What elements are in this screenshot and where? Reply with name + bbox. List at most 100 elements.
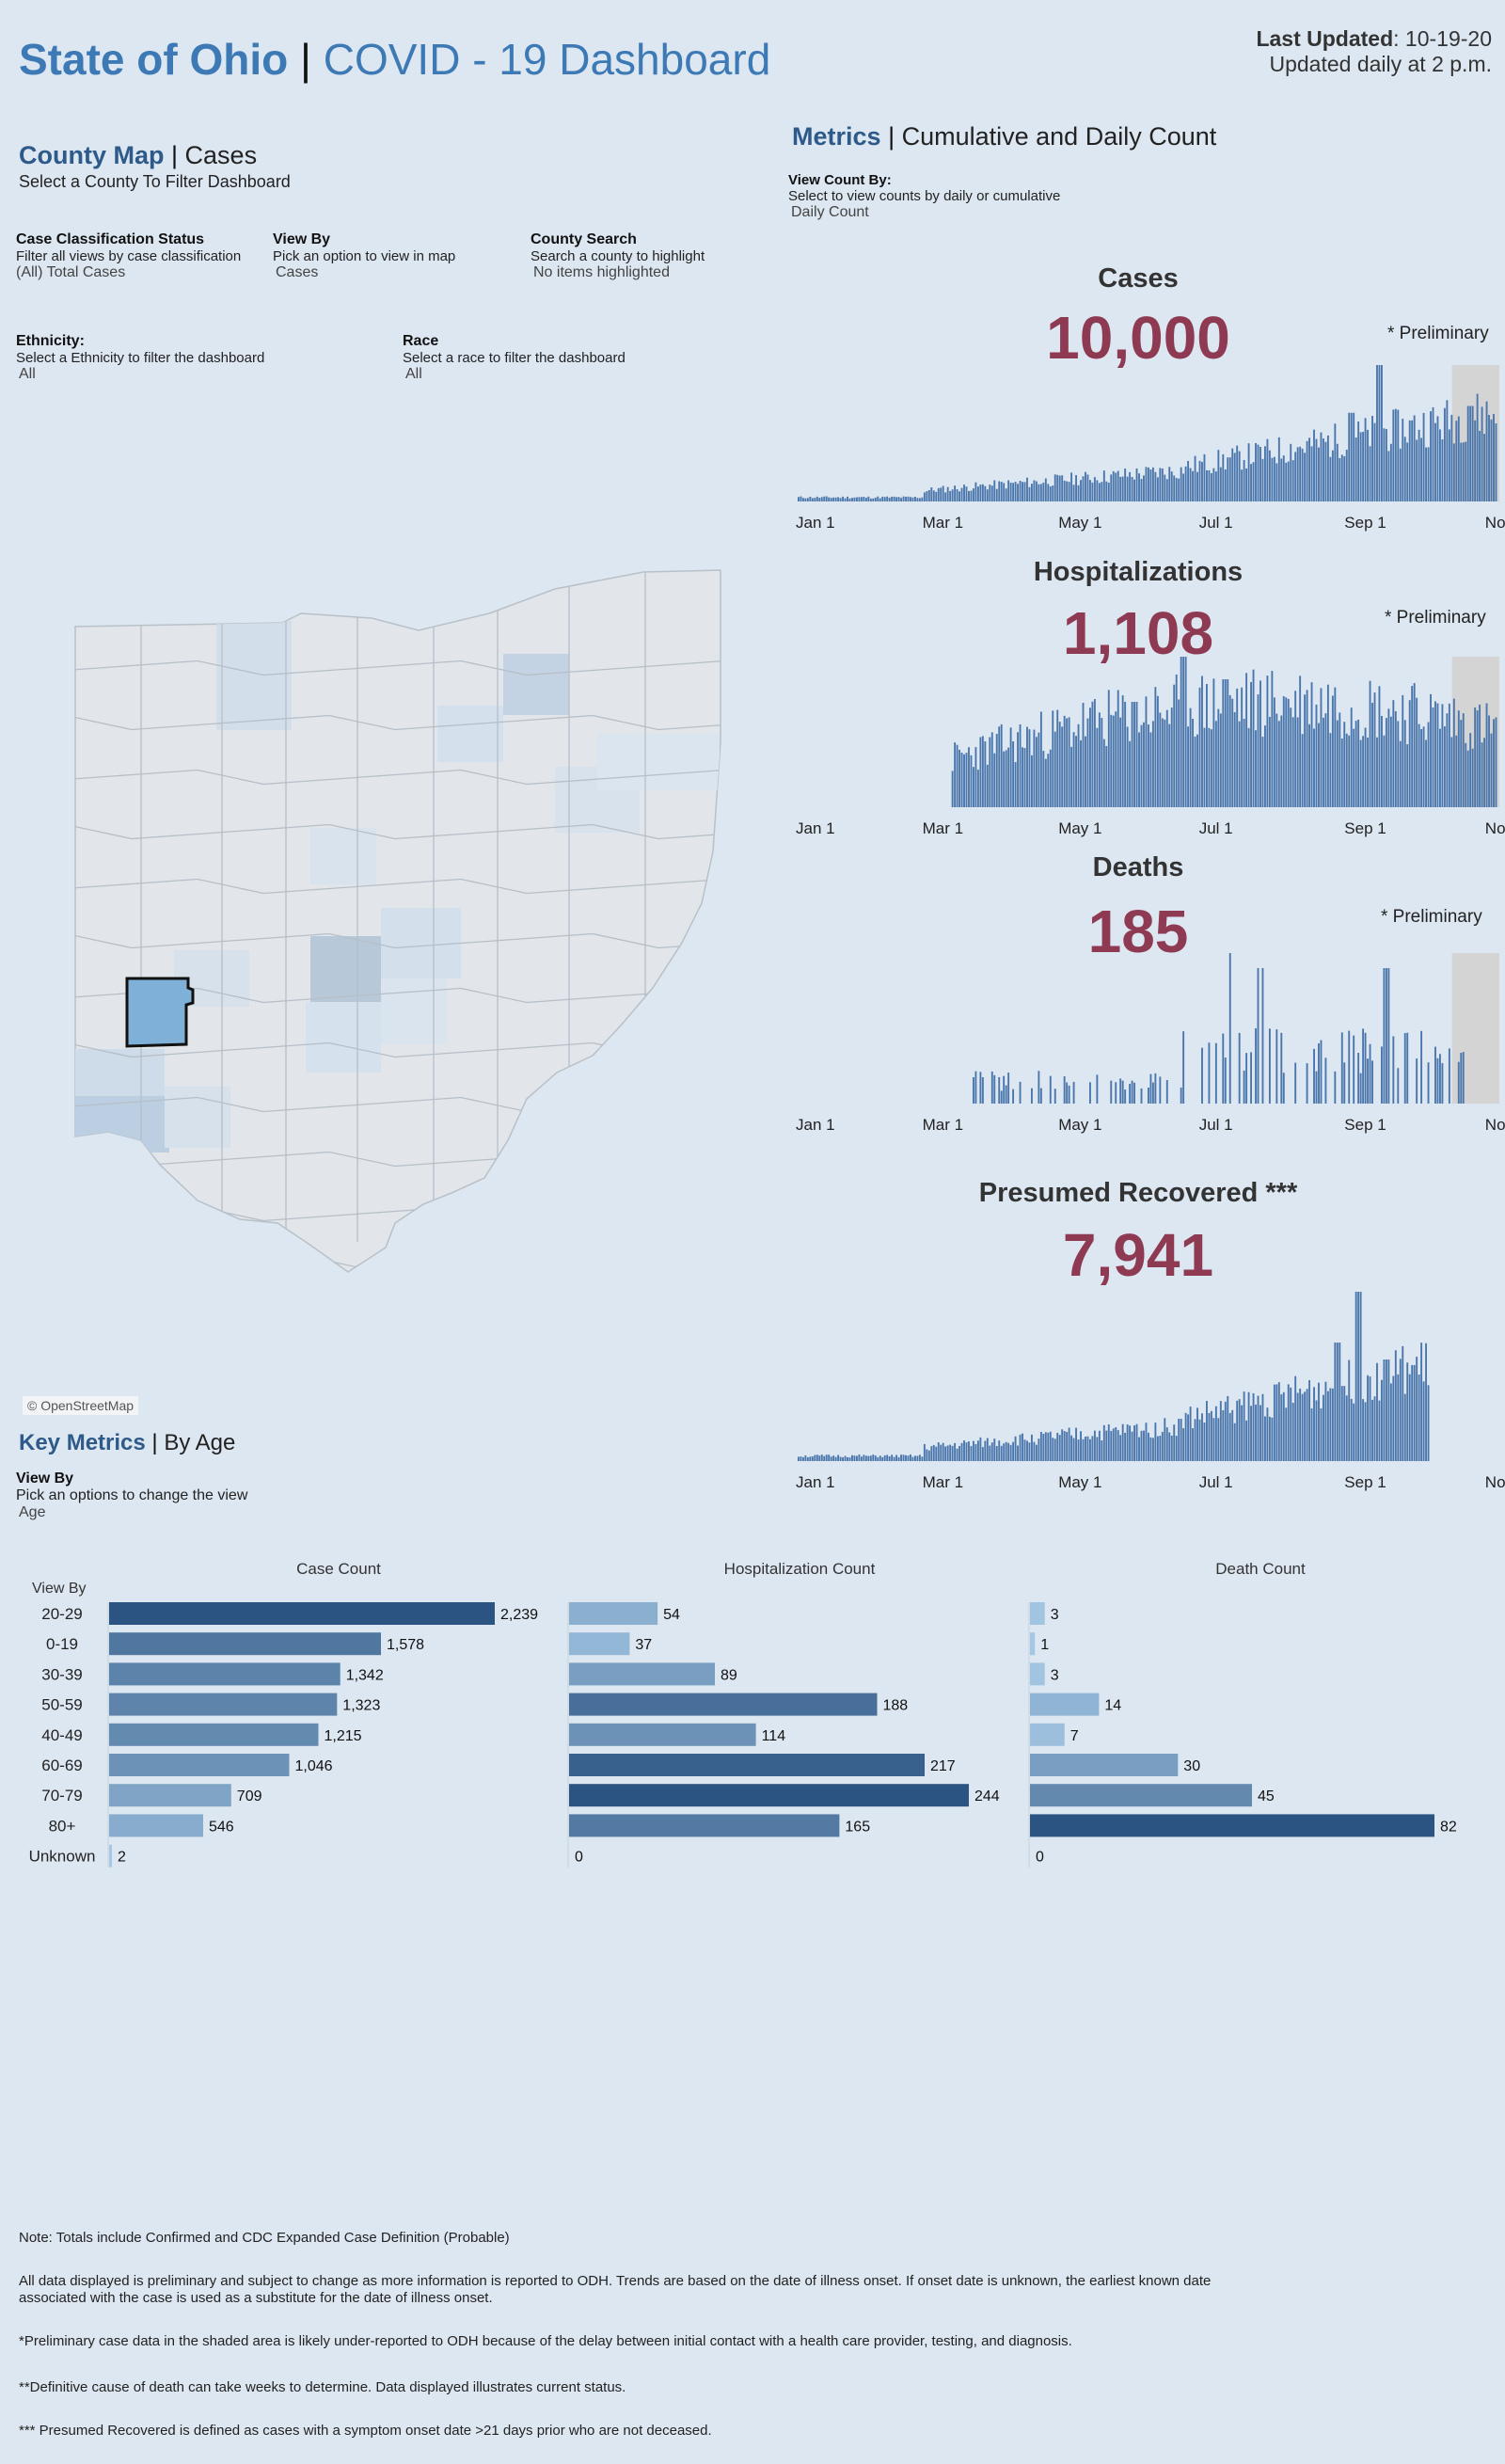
recovered-chart[interactable]: Jan 1 Mar 1 May 1 Jul 1 Sep 1 Nov 1 — [790, 1284, 1505, 1501]
filter-ethnicity[interactable]: Ethnicity: Select a Ethnicity to filter … — [16, 333, 264, 383]
daily-bar — [1339, 457, 1341, 501]
axis-month-label: May 1 — [1058, 1473, 1101, 1491]
selected-county[interactable] — [125, 977, 195, 1048]
age-bar[interactable] — [569, 1784, 969, 1807]
daily-bar — [937, 1442, 940, 1461]
age-bar[interactable] — [109, 1844, 112, 1868]
daily-bar — [984, 485, 987, 501]
age-bar[interactable] — [109, 1784, 231, 1807]
filter-value[interactable]: (All) Total Cases — [16, 264, 126, 280]
view-count-value[interactable]: Daily Count — [791, 204, 869, 220]
daily-bar — [1469, 733, 1472, 807]
daily-bar — [986, 1438, 989, 1461]
daily-bar — [1336, 443, 1339, 501]
daily-bar — [1214, 471, 1217, 501]
view-count-filter[interactable]: View Count By: Select to view counts by … — [788, 172, 1060, 221]
filter-race[interactable]: Race Select a race to filter the dashboa… — [403, 333, 626, 383]
age-category-label: 60-69 — [41, 1757, 82, 1774]
age-bar[interactable] — [569, 1814, 840, 1837]
daily-bar — [1168, 1432, 1171, 1461]
daily-bar — [1224, 1057, 1227, 1104]
daily-bar — [1357, 719, 1360, 807]
filter-desc: Pick an option to view in map — [273, 248, 456, 264]
hospitalizations-chart[interactable]: Jan 1 Mar 1 May 1 Jul 1 Sep 1 Nov 1 — [790, 649, 1505, 847]
age-bar[interactable] — [109, 1662, 341, 1686]
daily-bar — [1324, 441, 1327, 501]
daily-bar — [1387, 451, 1390, 501]
age-bar[interactable] — [109, 1693, 338, 1716]
age-bar[interactable] — [109, 1632, 381, 1656]
daily-bar — [1224, 469, 1227, 501]
age-bar[interactable] — [1030, 1662, 1045, 1686]
daily-bar — [1432, 707, 1434, 807]
filter-value[interactable]: All — [19, 366, 36, 382]
filter-case-classification[interactable]: Case Classification Status Filter all vi… — [16, 231, 241, 281]
age-bar[interactable] — [109, 1754, 290, 1776]
age-bar[interactable] — [569, 1662, 715, 1686]
daily-bar — [1446, 400, 1449, 501]
age-bar[interactable] — [569, 1602, 658, 1625]
age-bar[interactable] — [109, 1602, 495, 1625]
daily-bar — [1318, 447, 1320, 501]
deaths-chart[interactable]: Jan 1 Mar 1 May 1 Jul 1 Sep 1 Nov 1 — [790, 946, 1505, 1143]
age-bar[interactable] — [1030, 1632, 1036, 1656]
filter-county-search[interactable]: County Search Search a county to highlig… — [531, 231, 705, 281]
daily-bar — [1236, 445, 1239, 501]
daily-bar — [1367, 1058, 1369, 1104]
age-bar[interactable] — [569, 1723, 756, 1746]
age-bar[interactable] — [569, 1754, 925, 1776]
ohio-county-map[interactable] — [66, 564, 734, 1280]
age-bar-charts[interactable]: 20-29 0-19 30-39 50-59 40-49 60-69 70-79 80+ Unk… — [0, 1595, 1505, 1868]
daily-bar — [1273, 456, 1275, 501]
filter-value[interactable]: Cases — [276, 264, 319, 280]
daily-bar — [1329, 733, 1332, 807]
cases-total: 10,000 — [1046, 304, 1230, 372]
daily-bar — [877, 496, 879, 501]
daily-bar — [1308, 723, 1310, 807]
age-bar[interactable] — [1030, 1814, 1434, 1837]
axis-month-label: Sep 1 — [1344, 1116, 1386, 1134]
daily-bar — [1457, 710, 1460, 807]
note-death-cause: **Definitive cause of death can take wee… — [19, 2379, 626, 2395]
age-bar[interactable] — [1030, 1602, 1045, 1625]
page-title-light: COVID - 19 Dashboard — [323, 35, 771, 84]
recovered-title: Presumed Recovered *** — [978, 1178, 1298, 1208]
daily-bar — [1471, 748, 1474, 807]
daily-bar — [1389, 443, 1392, 501]
filter-desc: Filter all views by case classification — [16, 248, 242, 264]
daily-bar — [1399, 740, 1402, 807]
age-bar[interactable] — [109, 1814, 203, 1837]
daily-bar — [1052, 485, 1054, 501]
age-bar[interactable] — [1030, 1723, 1065, 1746]
map-attribution[interactable]: © OpenStreetMap — [23, 1396, 139, 1415]
filter-view-by[interactable]: View By Pick an option to view in map Ca… — [273, 231, 455, 281]
daily-bar — [1228, 457, 1231, 501]
daily-bar — [872, 1455, 875, 1461]
daily-bar — [1343, 455, 1346, 501]
age-bar[interactable] — [1030, 1754, 1179, 1776]
age-category-label: 20-29 — [41, 1605, 82, 1623]
age-bar[interactable] — [569, 1632, 630, 1656]
age-view-value[interactable]: Age — [19, 1504, 46, 1520]
daily-bar — [1052, 1438, 1054, 1461]
daily-bar — [1054, 1089, 1056, 1104]
age-bar[interactable] — [1030, 1784, 1252, 1807]
daily-bar — [960, 752, 963, 807]
filter-value[interactable]: All — [405, 366, 422, 382]
age-bar[interactable] — [569, 1693, 878, 1716]
age-view-filter[interactable]: View By Pick an options to change the vi… — [16, 1470, 247, 1521]
cases-chart[interactable]: Jan 1 Mar 1 May 1 Jul 1 Sep 1 Nov 1 — [790, 358, 1505, 541]
daily-bar — [963, 1440, 965, 1461]
daily-bar — [1049, 486, 1052, 501]
age-bar[interactable] — [1030, 1693, 1100, 1716]
filter-value[interactable]: No items highlighted — [533, 264, 670, 280]
daily-bar — [1182, 473, 1185, 501]
age-bar[interactable] — [109, 1723, 319, 1746]
daily-bar — [1485, 401, 1488, 501]
daily-bar — [1238, 721, 1241, 807]
daily-bar — [1369, 1376, 1371, 1461]
daily-bar — [1077, 723, 1080, 807]
daily-bar — [1238, 1399, 1241, 1461]
daily-bar — [1479, 430, 1481, 501]
daily-bar — [1285, 697, 1288, 807]
